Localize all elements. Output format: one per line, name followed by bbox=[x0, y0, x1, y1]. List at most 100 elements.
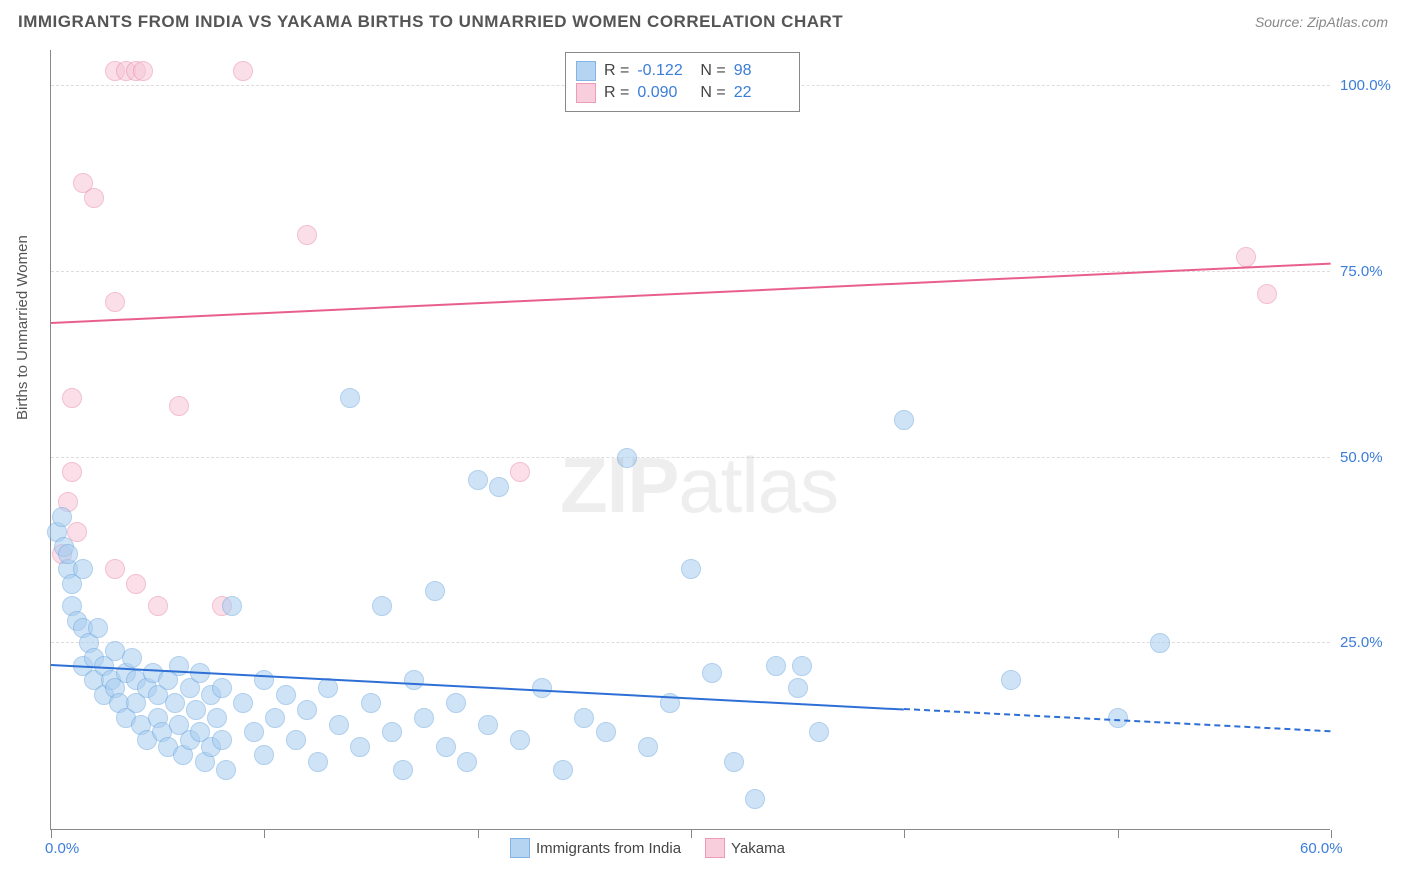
data-point bbox=[1236, 247, 1256, 267]
r-label: R = bbox=[604, 62, 629, 80]
data-point bbox=[724, 752, 744, 772]
x-tick bbox=[264, 830, 265, 838]
data-point bbox=[329, 715, 349, 735]
r-value-blue: -0.122 bbox=[637, 62, 692, 80]
data-point bbox=[1150, 633, 1170, 653]
data-point bbox=[186, 700, 206, 720]
data-point bbox=[510, 462, 530, 482]
data-point bbox=[468, 470, 488, 490]
data-point bbox=[1001, 670, 1021, 690]
data-point bbox=[361, 693, 381, 713]
data-point bbox=[350, 737, 370, 757]
r-label: R = bbox=[604, 84, 629, 102]
data-point bbox=[596, 722, 616, 742]
data-point bbox=[436, 737, 456, 757]
data-point bbox=[766, 656, 786, 676]
data-point bbox=[52, 507, 72, 527]
data-point bbox=[340, 388, 360, 408]
data-point bbox=[446, 693, 466, 713]
data-point bbox=[792, 656, 812, 676]
data-point bbox=[73, 559, 93, 579]
data-point bbox=[88, 618, 108, 638]
data-point bbox=[276, 685, 296, 705]
stats-row-pink: R = 0.090 N = 22 bbox=[576, 83, 789, 103]
legend-item-pink: Yakama bbox=[705, 838, 785, 858]
data-point bbox=[457, 752, 477, 772]
data-point bbox=[165, 693, 185, 713]
data-point bbox=[745, 789, 765, 809]
data-point bbox=[308, 752, 328, 772]
legend-label-blue: Immigrants from India bbox=[536, 840, 681, 857]
data-point bbox=[809, 722, 829, 742]
y-tick-label: 25.0% bbox=[1340, 634, 1383, 651]
data-point bbox=[382, 722, 402, 742]
data-point bbox=[553, 760, 573, 780]
data-point bbox=[532, 678, 552, 698]
data-point bbox=[169, 396, 189, 416]
data-point bbox=[233, 61, 253, 81]
data-point bbox=[212, 730, 232, 750]
data-point bbox=[286, 730, 306, 750]
y-tick-label: 100.0% bbox=[1340, 77, 1391, 94]
x-tick-label: 60.0% bbox=[1300, 840, 1343, 857]
data-point bbox=[126, 574, 146, 594]
data-point bbox=[404, 670, 424, 690]
swatch-blue-icon bbox=[510, 838, 530, 858]
scatter-plot-area bbox=[50, 50, 1330, 830]
data-point bbox=[681, 559, 701, 579]
data-point bbox=[894, 410, 914, 430]
x-tick bbox=[691, 830, 692, 838]
swatch-pink-icon bbox=[705, 838, 725, 858]
data-point bbox=[207, 708, 227, 728]
data-point bbox=[212, 678, 232, 698]
data-point bbox=[233, 693, 253, 713]
data-point bbox=[372, 596, 392, 616]
n-label: N = bbox=[700, 84, 725, 102]
legend: Immigrants from India Yakama bbox=[510, 838, 785, 858]
data-point bbox=[489, 477, 509, 497]
r-value-pink: 0.090 bbox=[637, 84, 692, 102]
correlation-stats-box: R = -0.122 N = 98 R = 0.090 N = 22 bbox=[565, 52, 800, 112]
data-point bbox=[1108, 708, 1128, 728]
n-value-pink: 22 bbox=[734, 84, 789, 102]
x-tick bbox=[478, 830, 479, 838]
y-tick-label: 50.0% bbox=[1340, 449, 1383, 466]
data-point bbox=[393, 760, 413, 780]
gridline bbox=[51, 642, 1330, 643]
data-point bbox=[222, 596, 242, 616]
n-value-blue: 98 bbox=[734, 62, 789, 80]
data-point bbox=[244, 722, 264, 742]
data-point bbox=[122, 648, 142, 668]
data-point bbox=[788, 678, 808, 698]
data-point bbox=[216, 760, 236, 780]
x-tick bbox=[1118, 830, 1119, 838]
data-point bbox=[638, 737, 658, 757]
n-label: N = bbox=[700, 62, 725, 80]
x-tick-label: 0.0% bbox=[45, 840, 79, 857]
data-point bbox=[265, 708, 285, 728]
data-point bbox=[574, 708, 594, 728]
legend-item-blue: Immigrants from India bbox=[510, 838, 681, 858]
data-point bbox=[105, 292, 125, 312]
stats-row-blue: R = -0.122 N = 98 bbox=[576, 61, 789, 81]
data-point bbox=[414, 708, 434, 728]
data-point bbox=[297, 225, 317, 245]
gridline bbox=[51, 457, 1330, 458]
legend-label-pink: Yakama bbox=[731, 840, 785, 857]
data-point bbox=[425, 581, 445, 601]
data-point bbox=[510, 730, 530, 750]
data-point bbox=[297, 700, 317, 720]
data-point bbox=[617, 448, 637, 468]
data-point bbox=[84, 188, 104, 208]
data-point bbox=[133, 61, 153, 81]
data-point bbox=[254, 670, 274, 690]
chart-title: IMMIGRANTS FROM INDIA VS YAKAMA BIRTHS T… bbox=[18, 12, 843, 32]
swatch-blue bbox=[576, 61, 596, 81]
source-attribution: Source: ZipAtlas.com bbox=[1255, 14, 1388, 30]
y-axis-label: Births to Unmarried Women bbox=[14, 235, 31, 420]
x-tick bbox=[1331, 830, 1332, 838]
data-point bbox=[478, 715, 498, 735]
data-point bbox=[105, 559, 125, 579]
data-point bbox=[702, 663, 722, 683]
data-point bbox=[62, 462, 82, 482]
